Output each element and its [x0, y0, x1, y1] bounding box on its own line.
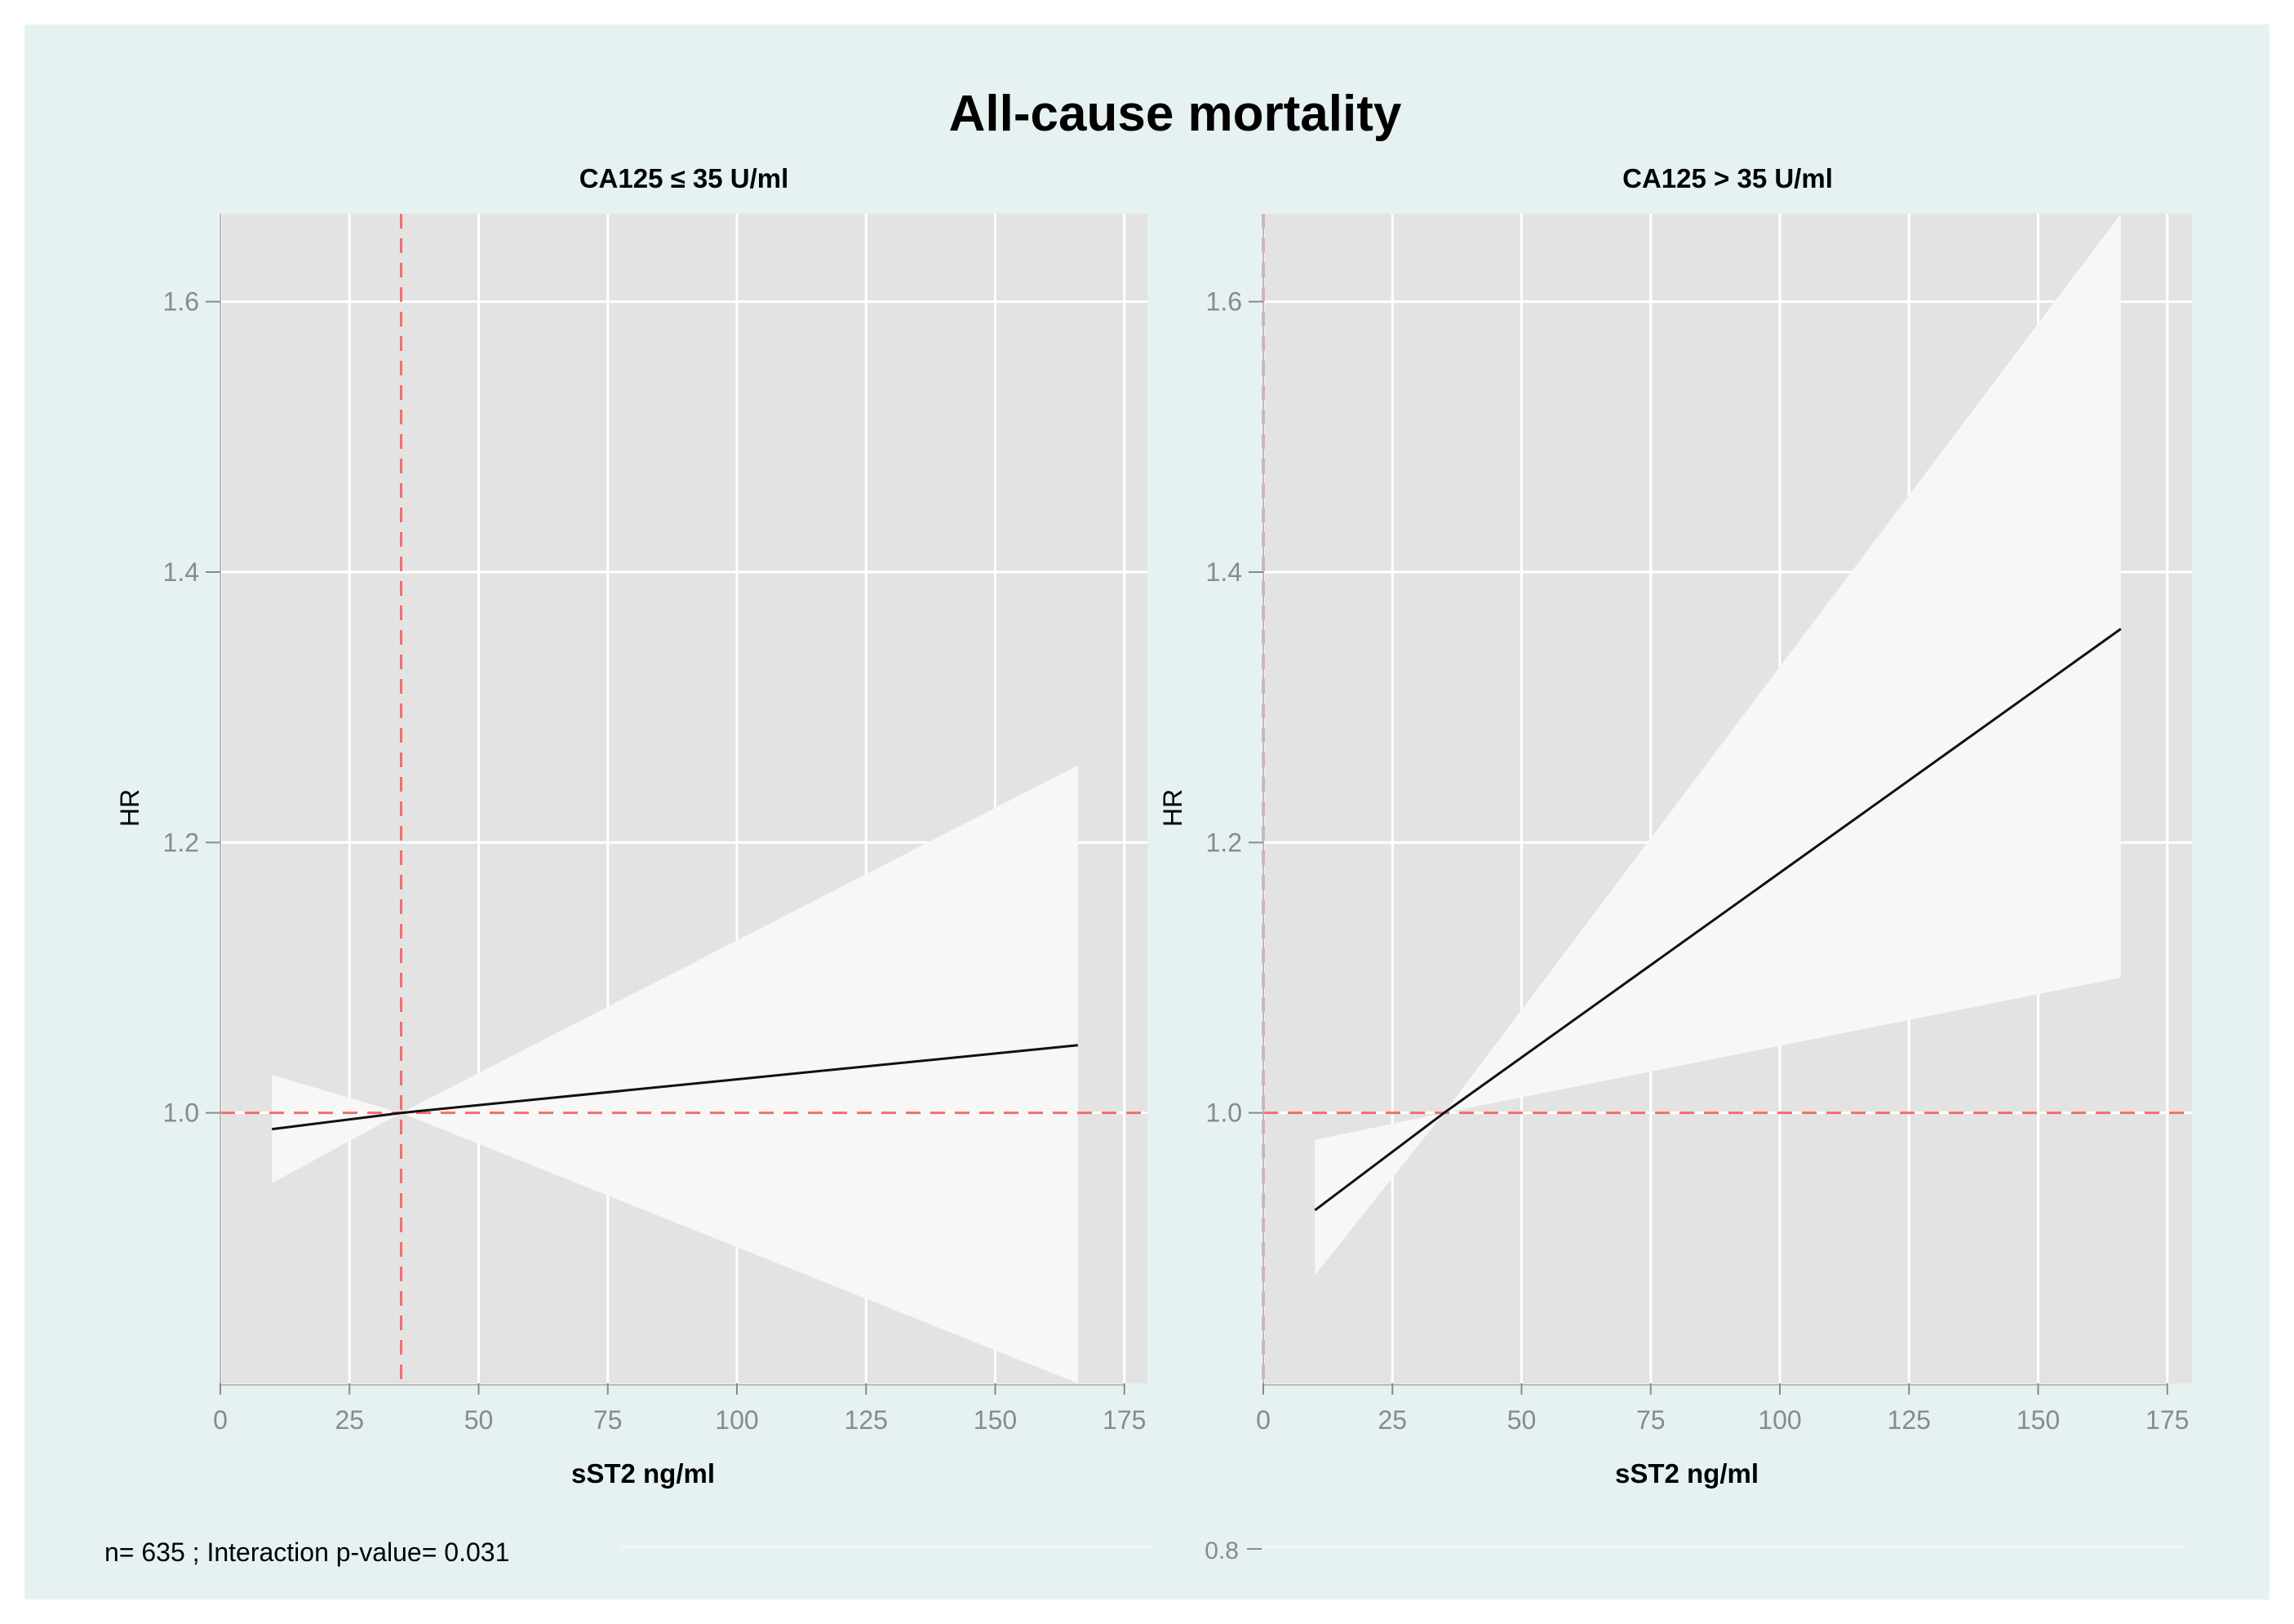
x-tick-label: 150	[974, 1405, 1017, 1435]
figure-title: All-cause mortality	[949, 86, 1402, 142]
x-axis-label: sST2 ng/ml	[1615, 1458, 1759, 1489]
hr-series-line	[1314, 628, 2122, 1212]
x-axis-label: sST2 ng/ml	[571, 1458, 715, 1489]
hr-series-line	[272, 1044, 1078, 1131]
stray-axis-fragment: 0.8	[620, 1537, 2185, 1564]
confidence-band	[1315, 214, 2121, 1276]
x-tick-label: 25	[335, 1405, 364, 1435]
y-tick-label: 1.0	[163, 1098, 199, 1128]
panel-title: CA125 > 35 U/ml	[1622, 163, 1833, 193]
confidence-band	[272, 765, 1078, 1383]
y-tick-label: 1.6	[163, 287, 199, 317]
stray-tick-label: 0.8	[1205, 1537, 1239, 1564]
x-tick-label: 50	[464, 1405, 494, 1435]
y-tick-label: 1.2	[163, 828, 199, 857]
x-tick-label: 175	[2145, 1405, 2189, 1435]
x-tick-label: 0	[1256, 1405, 1271, 1435]
x-tick-label: 75	[593, 1405, 623, 1435]
panel-left: 0 25 50 75 100 125 150 175 1.0 1.2 1.4 1.6 CA125 ≤ 3…	[115, 163, 1147, 1489]
panel-right: 0 25 50 75 100 125 150 175 1.0 1.2 1.4 1.6 CA125 > 3…	[1158, 163, 2192, 1489]
y-tick-label: 1.4	[163, 557, 199, 587]
x-tick-label: 0	[213, 1405, 228, 1435]
y-tick-label: 1.2	[1206, 828, 1242, 857]
panel-title: CA125 ≤ 35 U/ml	[579, 163, 789, 193]
y-tick-label: 1.0	[1206, 1098, 1242, 1128]
x-tick-label: 25	[1378, 1405, 1407, 1435]
x-tick-label: 100	[715, 1405, 758, 1435]
x-tick-label: 100	[1758, 1405, 1801, 1435]
x-tick-label: 125	[845, 1405, 888, 1435]
x-tick-label: 150	[2017, 1405, 2060, 1435]
stray-strip-left	[620, 1545, 1151, 1549]
x-tick-label: 125	[1888, 1405, 1931, 1435]
stray-strip-right	[1263, 1545, 2185, 1549]
footnote: n= 635 ; Interaction p-value= 0.031	[104, 1537, 509, 1567]
x-tick-label: 175	[1103, 1405, 1146, 1435]
x-tick-label: 75	[1636, 1405, 1666, 1435]
y-tick-label: 1.6	[1206, 287, 1242, 317]
y-tick-label: 1.4	[1206, 557, 1242, 587]
y-axis-label: HR	[1158, 789, 1187, 827]
x-tick-label: 50	[1507, 1405, 1537, 1435]
y-axis-label: HR	[115, 789, 144, 827]
